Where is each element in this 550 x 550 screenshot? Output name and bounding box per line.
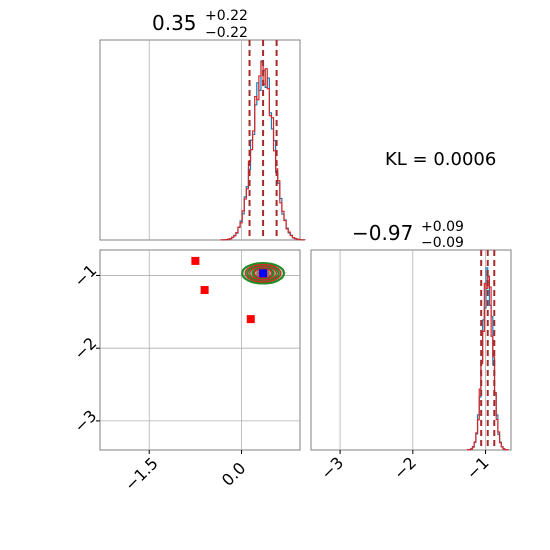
param-1-upper: +0.22	[205, 8, 248, 24]
contour-red-2	[253, 268, 273, 279]
contour-red-1	[249, 266, 278, 281]
param-1-median: 0.35	[152, 11, 197, 35]
hist1-frame	[99, 39, 301, 241]
scatter-ytick-label-2: −1	[70, 261, 100, 291]
hist2-xtick-label-0: −3	[317, 453, 347, 483]
param-2-lower: −0.09	[421, 235, 464, 251]
contour-red-0	[244, 263, 282, 283]
red-marker-0	[191, 256, 200, 265]
param-1-lower: −0.22	[205, 25, 248, 41]
blue-marker	[259, 269, 268, 278]
scatter-panel: −3 −2 −1 −1.5 0.0	[70, 249, 301, 495]
scatter-xtick-label-1: 0.0	[218, 458, 249, 489]
param-2-upper: +0.09	[421, 219, 464, 235]
param-2-title: −0.97 +0.09 −0.09	[352, 219, 464, 251]
red-marker-1	[200, 286, 209, 294]
red-marker-2	[246, 315, 255, 324]
hist2-xtick-label-2: −1	[463, 453, 493, 483]
kl-annotation: KL = 0.0006	[385, 149, 496, 170]
sample-point	[284, 272, 287, 274]
param-1-title: 0.35 +0.22 −0.22	[152, 8, 248, 41]
param-2-median: −0.97	[352, 221, 413, 245]
scatter-ytick-label-1: −2	[70, 333, 100, 363]
scatter-ytick-label-0: −3	[70, 406, 100, 436]
histogram-panel-param-1	[99, 39, 306, 241]
scatter-xtick-label-0: −1.5	[121, 454, 162, 495]
hist2-xtick-label-1: −2	[390, 453, 420, 483]
histogram-panel-param-2: −3 −2 −1	[310, 249, 512, 483]
